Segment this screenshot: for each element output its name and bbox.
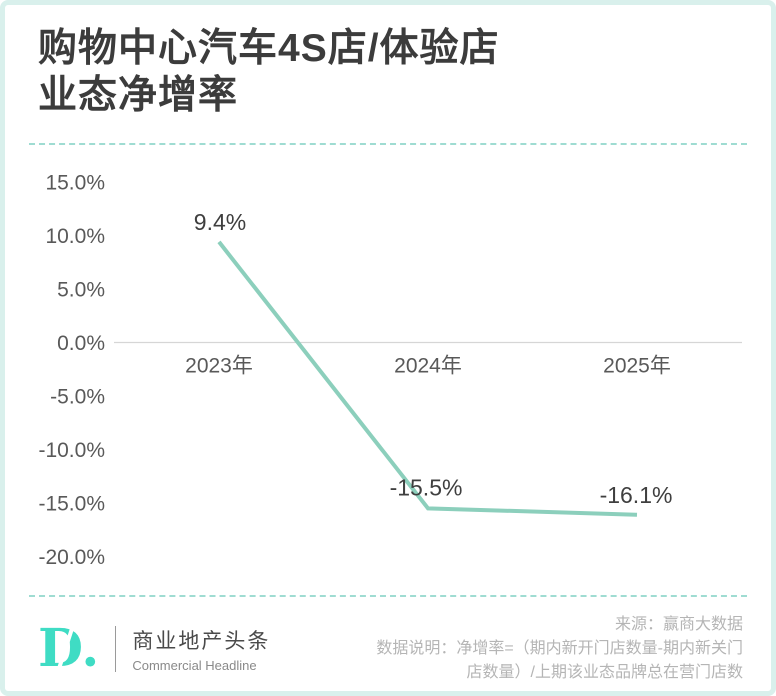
y-tick-label: 5.0% <box>57 279 105 302</box>
y-tick-label: -10.0% <box>38 439 105 462</box>
data-point-label: 9.4% <box>194 209 246 235</box>
brand-logo-text: D. <box>38 618 100 679</box>
y-tick-label: 15.0% <box>45 172 105 195</box>
footer: D. 商业地产头条 Commercial Headline 来源：赢商大数据 数… <box>38 607 743 691</box>
line-chart: 15.0% 10.0% 5.0% 0.0% -5.0% -10.0% -15.0% -20.0… <box>5 155 771 595</box>
x-category-label: 2023年 <box>185 355 253 378</box>
x-category-label: 2024年 <box>394 355 462 378</box>
trend-line <box>217 240 638 517</box>
y-tick-label: -5.0% <box>50 386 105 409</box>
note-line-1: 数据说明：净增率=（期内新开门店数量-期内新关门 <box>376 640 743 657</box>
source-line: 来源：赢商大数据 <box>614 616 743 633</box>
y-tick-label: -15.0% <box>38 493 105 516</box>
y-tick-label: 0.0% <box>57 332 105 355</box>
brand-name-cn: 商业地产头条 <box>132 630 271 653</box>
note-line-2: 店数量）/上期该业态品牌总在营门店数 <box>466 664 743 681</box>
y-tick-label: 10.0% <box>45 225 105 248</box>
bottom-dashed-divider <box>29 595 747 597</box>
data-source-notes: 来源：赢商大数据 数据说明：净增率=（期内新开门店数量-期内新关门 店数量）/上… <box>376 613 743 685</box>
brand-name-en: Commercial Headline <box>132 658 257 673</box>
page-title-line1: 购物中心汽车4S店/体验店 <box>38 27 500 70</box>
data-point-label: -16.1% <box>600 482 673 508</box>
page-title-line2: 业态净增率 <box>38 74 239 117</box>
brand-logo-icon: D. <box>38 623 105 675</box>
y-tick-label: -20.0% <box>38 546 105 569</box>
brand-divider-line <box>115 626 117 672</box>
data-point-label: -15.5% <box>390 474 463 500</box>
page-title: 购物中心汽车4S店/体验店 业态净增率 <box>38 25 500 119</box>
top-dashed-divider <box>29 143 747 145</box>
brand-block: D. 商业地产头条 Commercial Headline <box>38 623 270 675</box>
trend-chart-svg: 15.0% 10.0% 5.0% 0.0% -5.0% -10.0% -15.0% -20.0… <box>38 172 742 569</box>
x-category-label: 2025年 <box>603 355 671 378</box>
brand-names: 商业地产头条 Commercial Headline <box>132 625 270 673</box>
